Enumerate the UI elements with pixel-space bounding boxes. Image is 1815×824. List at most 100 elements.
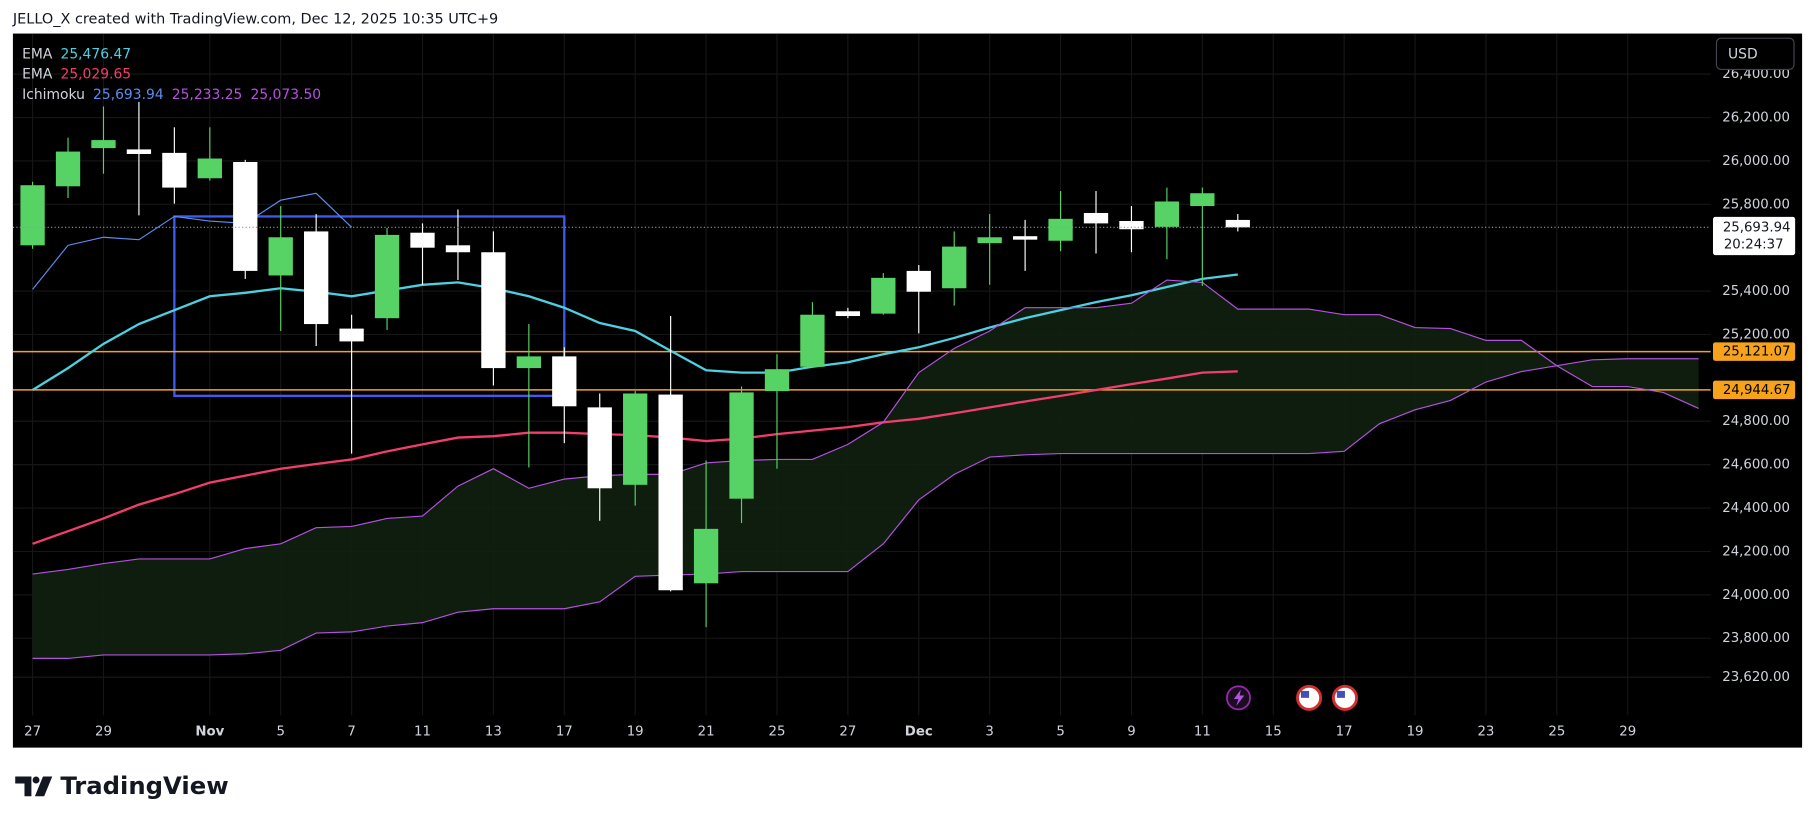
legend-readout: 25,073.50	[250, 87, 321, 103]
indicator-line	[32, 279, 1699, 575]
cloud-layer	[32, 280, 1699, 659]
x-tick-label: Dec	[905, 724, 933, 739]
last-price-label: 25,693.94	[1723, 220, 1791, 235]
candle-body	[587, 407, 612, 489]
legend-row: EMA 25,029.65	[22, 67, 131, 83]
logo-mark	[15, 776, 32, 797]
price-tag-label: 24,944.67	[1723, 383, 1791, 398]
lightning-icon	[1233, 689, 1245, 706]
y-tick-label: 23,800.00	[1722, 631, 1790, 646]
legend-readout: 25,233.25	[172, 87, 243, 103]
x-tick-label: 27	[839, 724, 856, 739]
candle-body	[91, 140, 116, 149]
legend-readout: 25,693.94	[93, 87, 164, 103]
y-tick-label: 24,800.00	[1722, 414, 1790, 429]
legend-name: EMA	[22, 46, 53, 62]
legend-readout: 25,029.65	[60, 67, 131, 83]
candle-body	[906, 270, 931, 292]
candle-body	[977, 237, 1002, 244]
candle-body	[1190, 193, 1215, 207]
rectangle-drawing	[173, 215, 566, 398]
candle-body	[942, 246, 967, 289]
legend-row: EMA 25,476.47	[22, 46, 131, 62]
candle-body	[1154, 201, 1180, 227]
candle-body	[20, 185, 45, 246]
y-tick-label: 26,200.00	[1722, 111, 1790, 126]
countdown-label: 20:24:37	[1724, 238, 1784, 253]
candle-body	[1048, 218, 1073, 241]
last-price-tag	[1712, 216, 1796, 256]
legend-name: Ichimoku	[22, 87, 85, 103]
axes: 26,400.00 26,200.00 26,000.00 25,800.00 25,4…	[12, 67, 1796, 739]
candle-body	[55, 151, 81, 187]
event-icons	[1226, 684, 1358, 711]
y-tick-label: 26,000.00	[1722, 154, 1790, 169]
y-tick-label: 24,000.00	[1722, 588, 1790, 603]
indicator-line	[32, 358, 1699, 659]
currency-box	[1715, 37, 1795, 71]
candle-body	[516, 356, 541, 369]
y-tick-label: 25,800.00	[1722, 197, 1790, 212]
candle-body	[126, 149, 152, 154]
x-tick-label: 19	[627, 724, 644, 739]
brand-logo: TradingView	[15, 771, 229, 800]
candle-body	[623, 393, 648, 485]
candle-body	[835, 311, 861, 317]
legend-name: EMA	[22, 67, 53, 83]
indicator-line	[31, 273, 1238, 391]
x-tick-label: 5	[276, 724, 284, 739]
legend-row: Ichimoku 25,693.94 25,233.25 25,073.50	[22, 87, 321, 103]
flag-part	[1336, 690, 1345, 698]
y-tick-label: 24,400.00	[1722, 501, 1790, 516]
y-tick-label: 25,400.00	[1722, 284, 1790, 299]
candle-body	[871, 277, 896, 314]
x-tick-label: 13	[485, 724, 502, 739]
indicator-line	[32, 192, 353, 290]
candle-body	[481, 252, 506, 369]
header-text: JELLO_X created with TradingView.com, De…	[12, 12, 498, 28]
x-tick-label: 17	[556, 724, 573, 739]
x-tick-label: 7	[347, 724, 355, 739]
candle-body	[693, 528, 719, 584]
currency-button: USD	[1715, 37, 1795, 71]
candle-body	[1083, 212, 1109, 224]
ichimoku-cloud	[32, 280, 1699, 659]
candles	[20, 101, 1250, 628]
candle-body	[800, 314, 825, 367]
x-tick-label: 11	[414, 724, 431, 739]
candle-body	[1119, 221, 1144, 230]
candle-body	[410, 232, 435, 248]
x-tick-label: 3	[985, 724, 993, 739]
x-tick-label: 27	[24, 724, 41, 739]
flag-part	[1300, 690, 1310, 698]
x-tick-label: 5	[1056, 724, 1064, 739]
y-tick-label: 25,200.00	[1722, 327, 1790, 342]
legend: EMA 25,476.47 EMA 25,029.65 Ichimoku 25,693.9…	[22, 46, 321, 103]
y-tick-label: 24,600.00	[1722, 458, 1790, 473]
x-tick-label: 25	[769, 724, 786, 739]
x-tick-label: 17	[1336, 724, 1353, 739]
legend-readout: 25,476.47	[60, 46, 131, 62]
candle-body	[374, 234, 400, 319]
y-tick-label: 23,620.00	[1722, 670, 1790, 685]
x-tick-label: 19	[1407, 724, 1424, 739]
candle-body	[304, 231, 329, 325]
candle-body	[729, 392, 754, 499]
x-tick-label: 21	[698, 724, 715, 739]
currency-label: USD	[1728, 46, 1758, 62]
candle-body	[339, 328, 364, 342]
x-tick-label: 23	[1477, 724, 1494, 739]
x-tick-label: 11	[1194, 724, 1211, 739]
y-tick-label: 26,400.00	[1722, 67, 1790, 82]
x-tick-label: 29	[1619, 724, 1636, 739]
x-tick-label: 9	[1127, 724, 1135, 739]
candle-body	[1225, 219, 1250, 228]
candle-body	[162, 152, 187, 188]
price-tag	[1712, 342, 1796, 361]
candle-body	[445, 245, 471, 253]
candle-body	[1012, 236, 1038, 240]
candle-body	[658, 394, 683, 591]
drawings	[12, 215, 1711, 398]
logo-mark	[34, 776, 53, 797]
